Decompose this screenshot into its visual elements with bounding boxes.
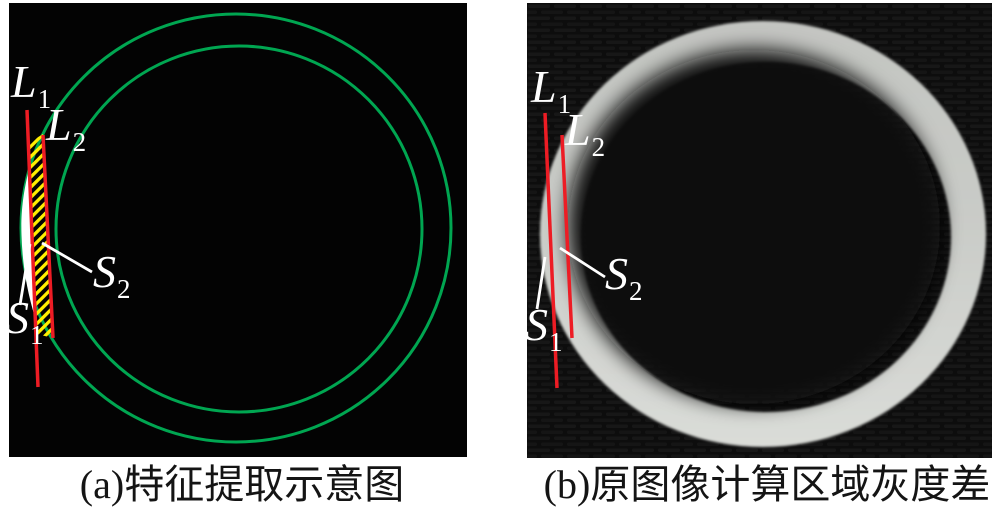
- schematic-canvas: [9, 3, 467, 457]
- panel-b-photo: L1 L2 S2 S1: [527, 3, 992, 458]
- label-b-L2-sub: 2: [591, 132, 606, 162]
- label-a-L1-sub: 1: [37, 84, 52, 114]
- inner-circle: [54, 44, 424, 414]
- panel-a-schematic: L1 L2 S2 S1: [9, 3, 467, 457]
- line-l2: [41, 134, 55, 339]
- photo-canvas: [527, 3, 992, 458]
- label-b-L1-sub: 1: [557, 89, 572, 119]
- label-b-S1-sub: 1: [549, 327, 563, 357]
- label-a-S2: S2: [93, 249, 131, 303]
- schematic-background: [9, 3, 467, 457]
- label-a-L1: L1: [11, 59, 51, 113]
- label-b-L1: L1: [531, 64, 571, 118]
- caption-panel-a: (a)特征提取示意图: [79, 462, 405, 507]
- leader-s1: [535, 256, 547, 310]
- label-b-S1: S1: [527, 302, 563, 356]
- line-l2: [560, 134, 574, 339]
- label-b-S2-sub: 2: [629, 276, 643, 306]
- label-b-S1-base: S: [527, 299, 548, 350]
- leader-s2: [41, 241, 93, 274]
- leader-s1: [18, 243, 32, 306]
- caption-panel-b: (b)原图像计算区域灰度差: [543, 462, 991, 507]
- label-a-S2-sub: 2: [117, 274, 131, 304]
- label-b-L2-base: L: [565, 104, 591, 155]
- label-a-L2: L2: [46, 102, 86, 156]
- label-b-L1-base: L: [531, 61, 557, 112]
- label-a-L1-base: L: [11, 56, 37, 107]
- line-l1: [25, 109, 40, 388]
- label-a-L2-base: L: [46, 99, 72, 150]
- outer-circle: [19, 12, 453, 444]
- ring-inner-shadow: [568, 50, 940, 404]
- label-b-S2-base: S: [605, 248, 628, 299]
- label-a-S1-sub: 1: [30, 320, 44, 350]
- label-a-L2-sub: 2: [72, 127, 87, 157]
- leader-s2: [559, 246, 606, 279]
- label-a-S1: S1: [9, 295, 44, 349]
- region-s1-highlight: [21, 168, 36, 319]
- label-a-S1-base: S: [9, 292, 29, 343]
- label-b-S2: S2: [605, 251, 643, 305]
- line-l1: [543, 112, 559, 389]
- label-a-S2-base: S: [93, 246, 116, 297]
- label-b-L2: L2: [565, 107, 605, 161]
